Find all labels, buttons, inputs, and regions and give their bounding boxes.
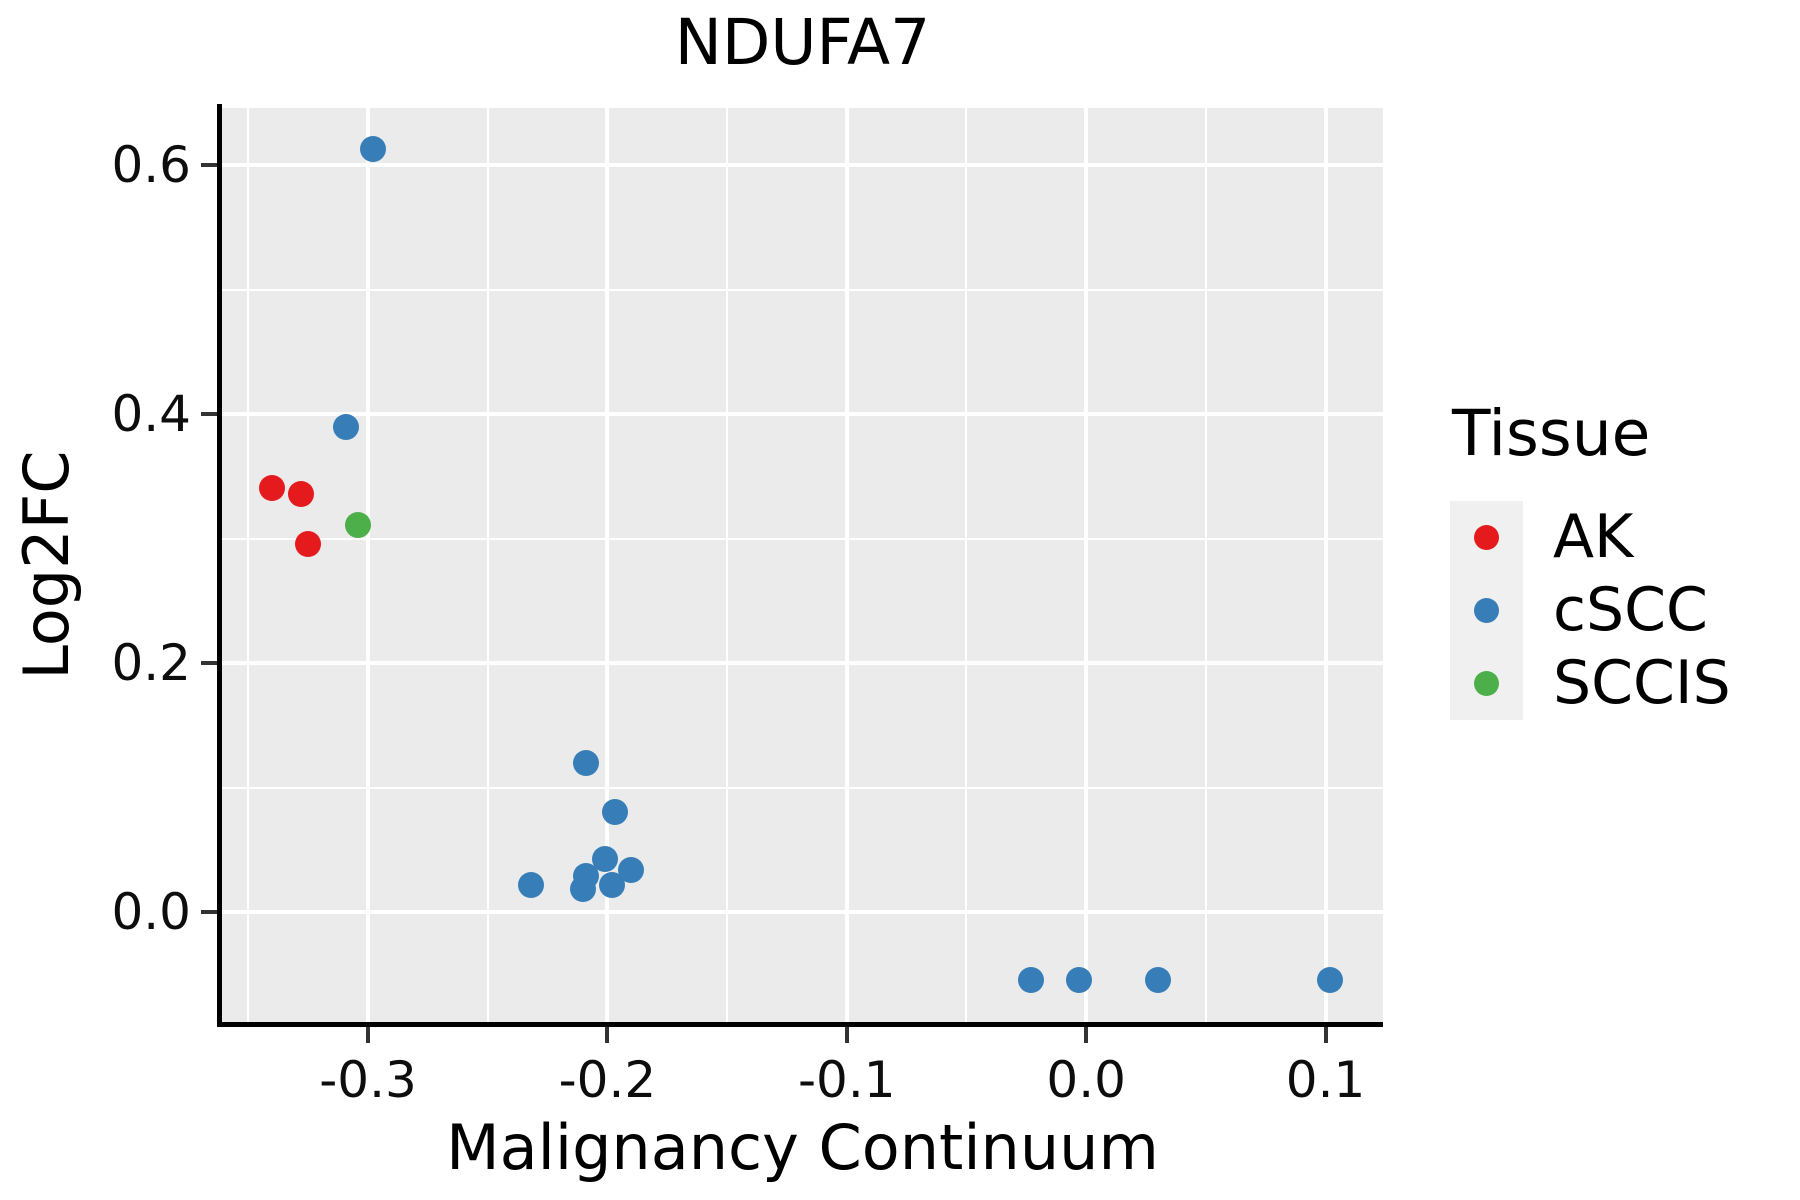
x-tick-mark: [366, 1027, 371, 1043]
x-tick-mark: [1084, 1027, 1089, 1043]
legend-title: Tissue: [1452, 397, 1651, 470]
data-point-cscc: [572, 749, 599, 776]
data-point-cscc: [1317, 966, 1344, 993]
gridline-x-minor: [726, 108, 729, 1022]
x-tick-mark: [844, 1027, 849, 1043]
gridline-y-major: [222, 412, 1383, 417]
x-tick-label: -0.1: [798, 1051, 896, 1109]
legend-item-cscc: cSCC: [1450, 574, 1731, 647]
y-tick-label: 0.0: [111, 883, 191, 942]
plot-title: NDUFA7: [674, 6, 931, 79]
legend-label: AK: [1553, 502, 1634, 572]
legend-item-ak: AK: [1450, 501, 1731, 574]
x-tick-mark: [1323, 1027, 1328, 1043]
y-tick-mark: [201, 910, 217, 915]
x-tick-label: -0.3: [319, 1051, 417, 1109]
data-point-cscc: [601, 798, 628, 825]
gridline-y-minor: [222, 786, 1383, 789]
x-tick-label: -0.2: [558, 1051, 657, 1109]
data-point-sccis: [345, 512, 372, 539]
data-point-cscc: [333, 413, 360, 440]
gridline-y-major: [222, 661, 1383, 666]
data-point-cscc: [517, 872, 544, 899]
x-tick-label: 0.1: [1285, 1051, 1366, 1109]
y-tick-label: 0.6: [111, 136, 191, 195]
legend-key-box: [1450, 501, 1523, 574]
y-tick-mark: [201, 661, 217, 666]
gridline-y-major: [222, 910, 1383, 915]
data-point-cscc: [359, 136, 386, 163]
data-point-ak: [287, 481, 314, 508]
legend-item-sccis: SCCIS: [1450, 647, 1731, 720]
y-axis-title: Log2FC: [10, 450, 83, 680]
x-axis-title: Malignancy Continuum: [446, 1111, 1159, 1184]
gridline-x-major: [366, 108, 371, 1022]
y-tick-label: 0.4: [111, 385, 191, 444]
gridline-x-major: [844, 108, 849, 1022]
gridline-x-minor: [965, 108, 968, 1022]
y-axis-line: [217, 104, 222, 1026]
legend-dot-ak: [1474, 525, 1499, 550]
gridline-y-minor: [222, 537, 1383, 540]
legend-dot-sccis: [1474, 671, 1499, 696]
legend-key-box: [1450, 647, 1523, 720]
gridline-x-minor: [486, 108, 489, 1022]
gridline-x-major: [1084, 108, 1089, 1022]
gridline-x-major: [1323, 108, 1328, 1022]
x-tick-mark: [605, 1027, 610, 1043]
legend-label: cSCC: [1553, 575, 1708, 645]
data-point-cscc: [1065, 966, 1092, 993]
legend-key-box: [1450, 574, 1523, 647]
gridline-y-major: [222, 163, 1383, 168]
y-tick-label: 0.2: [111, 634, 191, 693]
plot-panel: [222, 108, 1383, 1022]
data-point-cscc: [618, 857, 645, 884]
data-point-cscc: [1144, 966, 1171, 993]
y-tick-mark: [201, 412, 217, 417]
data-point-ak: [259, 474, 286, 501]
gridline-y-minor: [222, 288, 1383, 291]
data-point-ak: [295, 530, 322, 557]
gridline-x-minor: [247, 108, 250, 1022]
x-tick-label: 0.0: [1046, 1051, 1126, 1109]
legend-label: SCCIS: [1553, 648, 1731, 718]
gridline-x-major: [605, 108, 610, 1022]
data-point-cscc: [1018, 966, 1045, 993]
y-tick-mark: [201, 163, 217, 168]
x-axis-line: [217, 1022, 1383, 1027]
data-point-cscc: [570, 875, 597, 902]
legend-dot-cscc: [1474, 598, 1499, 623]
gridline-x-minor: [1204, 108, 1207, 1022]
legend: AK cSCC SCCIS: [1450, 501, 1731, 720]
